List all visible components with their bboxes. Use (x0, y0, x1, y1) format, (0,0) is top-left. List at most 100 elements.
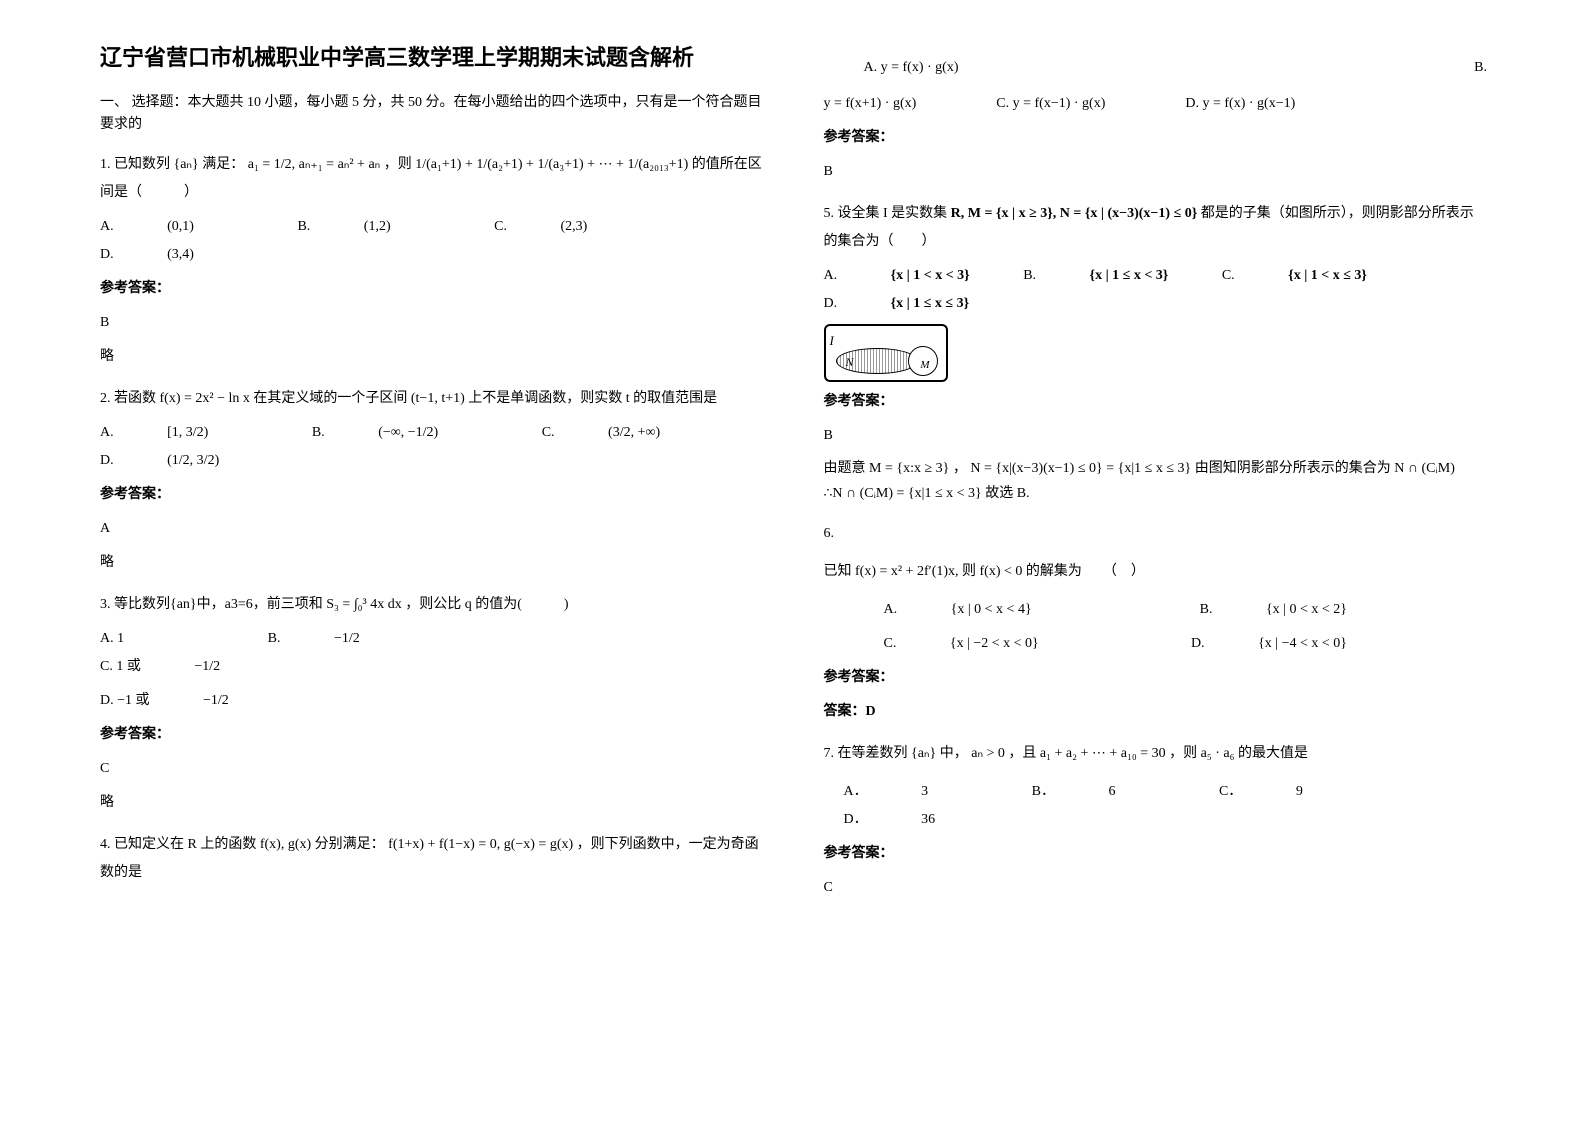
q6-opt-a-label: A. (884, 596, 898, 624)
q5-expl-n: N = {x|(x−3)(x−1) ≤ 0} = {x|1 ≤ x ≤ 3} (970, 461, 1191, 476)
q1-label: 1. 已知数列 (100, 157, 170, 172)
q7-ref-label: 参考答案： (824, 840, 1488, 868)
venn-label-i: I (830, 328, 834, 354)
q1-answer: B (100, 309, 764, 337)
q3-omit: 略 (100, 789, 764, 817)
question-4-stem: 4. 已知定义在 R 上的函数 f(x), g(x) 分别满足： f(1+x) … (100, 831, 764, 887)
q6-answer: 答案：D (824, 698, 1488, 726)
q2-opt-a-label: A. (100, 419, 114, 447)
q1-mid2: ，则 (384, 157, 412, 172)
q7-opt-d-value: 36 (921, 806, 935, 834)
q1-opt-d-label: D. (100, 241, 114, 269)
q3-opt-d-label: D. −1 或 (100, 687, 150, 715)
q4-opt-a-label: A. (864, 60, 878, 75)
q1-opt-b-value: (1,2) (364, 213, 391, 241)
q7-f1: {aₙ} (911, 746, 936, 761)
q2-opt-b-value: (−∞, −1/2) (378, 419, 438, 447)
q6-opt-a-value: {x | 0 < x < 4} (951, 596, 1032, 624)
q5-opt-b-label: B. (1023, 262, 1036, 290)
q5-opt-a-label: A. (824, 262, 838, 290)
q2-ref-label: 参考答案： (100, 481, 764, 509)
venn-diagram: I N M (824, 324, 1488, 382)
q4-opt-a-value: y = f(x) · g(x) (881, 60, 959, 75)
q3-answer: C (100, 755, 764, 783)
q7-f4: a₅ · a₆ (1201, 746, 1235, 761)
venn-box: I N M (824, 324, 948, 382)
q5-expl-2: ， (953, 461, 967, 476)
q5-explanation: 由题意 M = {x:x ≥ 3} ， N = {x|(x−3)(x−1) ≤ … (824, 456, 1488, 506)
q1-opt-d-value: (3,4) (167, 241, 194, 269)
q7-opt-d-label: D． (844, 806, 868, 834)
q3-formula-1: S₃ = ∫₀³ 4x dx (326, 597, 401, 612)
q2-opt-d-value: (1/2, 3/2) (167, 447, 219, 475)
q7-options: A． 3 B． 6 C． 9 D． 36 (824, 778, 1488, 834)
question-3: 3. 等比数列{an}中，a3=6，前三项和 S₃ = ∫₀³ 4x dx ，则… (100, 591, 764, 817)
q6-options-row2: C. {x | −2 < x < 0} D. {x | −4 < x < 0} (824, 630, 1488, 658)
left-column: 辽宁省营口市机械职业中学高三数学理上学期期末试题含解析 一、 选择题：本大题共 … (100, 40, 764, 916)
q1-opt-a-value: (0,1) (167, 213, 194, 241)
section-1-heading: 一、 选择题：本大题共 10 小题，每小题 5 分，共 50 分。在每小题给出的… (100, 92, 764, 137)
q5-opt-b-value: {x | 1 ≤ x < 3} (1090, 268, 1169, 283)
q5-expl-4: ∴N ∩ (CᵢM) = {x|1 ≤ x < 3} (824, 486, 982, 501)
q4-opt-d-value: y = f(x) · g(x−1) (1203, 96, 1296, 111)
q1-omit: 略 (100, 343, 764, 371)
question-5: 5. 设全集 I 是实数集 R, M = {x | x ≥ 3}, N = {x… (824, 200, 1488, 506)
q5-label: 5. 设全集 I 是实数集 (824, 206, 948, 221)
q3-opt-c-label: C. 1 或 (100, 653, 141, 681)
q5-opt-c-value: {x | 1 < x ≤ 3} (1288, 268, 1367, 283)
q5-expl-1: 由题意 (824, 461, 866, 476)
q2-opt-c-value: (3/2, +∞) (608, 419, 660, 447)
q3-opt-c-value: −1/2 (194, 653, 220, 681)
q7-opt-a-label: A． (844, 778, 868, 806)
q4-options-row2: y = f(x+1) · g(x) C. y = f(x−1) · g(x) D… (824, 90, 1488, 118)
q6-formula-1: f(x) = x² + 2f′(1)x, 则 f(x) < 0 (855, 564, 1022, 579)
q3-opt-b-value: −1/2 (334, 625, 360, 653)
q3-label: 3. 等比数列{an}中，a3=6，前三项和 (100, 597, 323, 612)
q5-opt-d-label: D. (824, 290, 838, 318)
q5-expl-3: 由图知阴影部分所表示的集合为 (1195, 461, 1391, 476)
q7-f2: aₙ > 0 (971, 746, 1005, 761)
q4-opt-c-value: y = f(x−1) · g(x) (1013, 96, 1106, 111)
q4-answer: B (824, 158, 1488, 186)
q2-label: 2. 若函数 (100, 391, 156, 406)
q4-options-row1: A. y = f(x) · g(x) B. (824, 54, 1488, 82)
q1-options: A. (0,1) B. (1,2) C. (2,3) D. (3,4) (100, 213, 764, 269)
q6-opt-d-label: D. (1191, 630, 1205, 658)
q7-answer: C (824, 874, 1488, 902)
q6-label: 6. (824, 520, 1488, 548)
q7-opt-b-label: B． (1032, 778, 1055, 806)
q6-ref-label: 参考答案： (824, 664, 1488, 692)
q6-opt-c-value: {x | −2 < x < 0} (950, 630, 1039, 658)
q5-expl-5: 故选 B. (985, 486, 1029, 501)
q2-omit: 略 (100, 549, 764, 577)
q2-formula-2: (t−1, t+1) (411, 391, 465, 406)
q5-opt-a-value: {x | 1 < x < 3} (891, 268, 970, 283)
q6-options-row1: A. {x | 0 < x < 4} B. {x | 0 < x < 2} (824, 596, 1488, 624)
q1-opt-c-label: C. (494, 213, 507, 241)
q4-label: 4. 已知定义在 R 上的函数 (100, 837, 256, 852)
q5-expl-m: M = {x:x ≥ 3} (869, 461, 949, 476)
q2-opt-a-value: [1, 3/2) (167, 419, 208, 447)
q2-opt-c-label: C. (542, 419, 555, 447)
q5-options: A. {x | 1 < x < 3} B. {x | 1 ≤ x < 3} C.… (824, 262, 1488, 318)
q3-options-row2: D. −1 或 −1/2 (100, 687, 764, 715)
q7-opt-c-label: C． (1219, 778, 1242, 806)
q5-opt-d-value: {x | 1 ≤ x ≤ 3} (891, 296, 969, 311)
q1-seq: {aₙ} (174, 157, 199, 172)
q7-f3: a₁ + a₂ + ⋯ + a₁₀ = 30 (1040, 746, 1166, 761)
q3-mid: ，则公比 q 的值为( ) (405, 597, 568, 612)
q4-opt-b-value: y = f(x+1) · g(x) (824, 90, 917, 118)
q7-mid3: ，则 (1169, 746, 1197, 761)
q7-mid2: ，且 (1008, 746, 1036, 761)
q7-opt-b-value: 6 (1108, 778, 1115, 806)
q1-opt-c-value: (2,3) (560, 213, 587, 241)
q4-opt-d-label: D. (1185, 96, 1199, 111)
question-6: 6. 已知 f(x) = x² + 2f′(1)x, 则 f(x) < 0 的解… (824, 520, 1488, 726)
q6-opt-b-label: B. (1200, 596, 1213, 624)
q2-formula-1: f(x) = 2x² − ln x (160, 391, 250, 406)
q7-label: 7. 在等差数列 (824, 746, 908, 761)
q5-expl-r: N ∩ (CᵢM) (1394, 461, 1455, 476)
q1-opt-b-label: B. (297, 213, 310, 241)
q6-opt-c-label: C. (884, 630, 897, 658)
q7-mid1: 中， (940, 746, 968, 761)
